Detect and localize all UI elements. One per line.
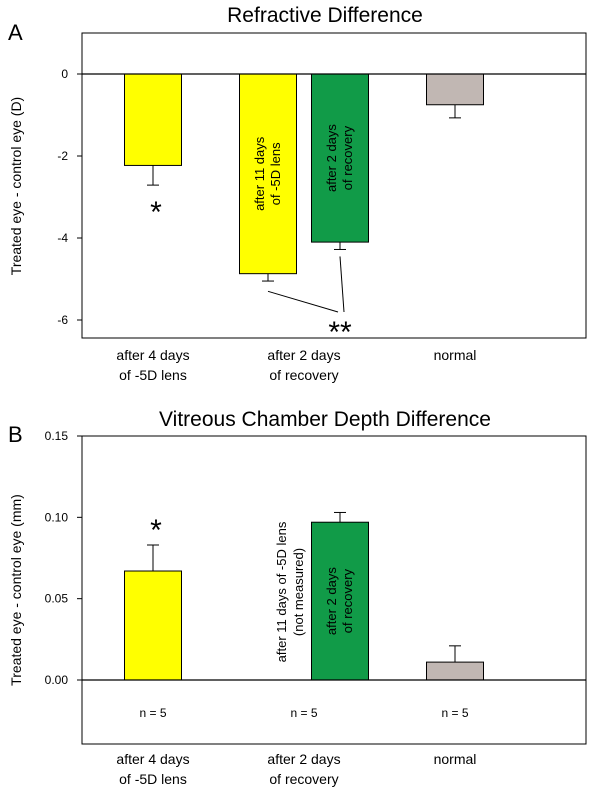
panel-b-bar xyxy=(124,570,182,681)
panel-a-bar xyxy=(426,73,484,106)
panel-a-category-label: after 4 days xyxy=(116,347,189,363)
panel-b-category-label: of -5D lens xyxy=(119,771,187,787)
panel-a-y-tick-label: -2 xyxy=(57,149,68,163)
panel-a-bar-label-line: of -5D lens xyxy=(268,142,283,205)
panel-b: B Vitreous Chamber Depth Difference Trea… xyxy=(8,408,587,787)
panel-a-bar-label-line: after 11 days xyxy=(252,136,267,211)
panel-a-significance-double-star: ** xyxy=(328,316,352,349)
panel-a-bracket-line xyxy=(267,290,339,313)
panel-b-category-label: normal xyxy=(434,751,477,767)
panel-b-y-axis-label: Treated eye - control eye (mm) xyxy=(8,494,24,686)
panel-b-y-tick-label: 0.05 xyxy=(45,592,69,606)
panel-b-bar xyxy=(311,521,369,681)
panel-b-y-tick-label: 0.10 xyxy=(45,510,69,524)
panel-a-bar xyxy=(124,73,182,166)
panel-b-bar-label-line: after 2 days xyxy=(324,567,339,635)
panel-b-y-tick-label: 0.15 xyxy=(45,429,69,443)
panel-a-category-label: of recovery xyxy=(269,367,338,383)
panel-b-plot-frame xyxy=(81,435,587,745)
panel-b-n-label: n = 5 xyxy=(139,706,166,720)
panel-a-y-axis-label: Treated eye - control eye (D) xyxy=(8,97,24,275)
panel-a-y-tick-label: -6 xyxy=(57,313,68,327)
panel-a-bracket-line xyxy=(339,256,345,313)
panel-a-title: Refractive Difference xyxy=(227,4,423,27)
panel-b-letter: B xyxy=(8,422,23,447)
panel-b-n-label: n = 5 xyxy=(290,706,317,720)
panel-a: A Refractive Difference Treated eye - co… xyxy=(8,4,587,383)
panel-a-y-tick-label: 0 xyxy=(61,67,68,81)
panel-a-category-label: after 2 days xyxy=(267,347,340,363)
panel-b-bar-label: after 2 daysof recovery xyxy=(324,567,355,635)
panel-a-category-label: of -5D lens xyxy=(119,367,187,383)
panel-a-bar-label-line: after 2 days xyxy=(324,124,339,192)
panel-b-bar xyxy=(426,661,484,681)
panel-b-n-label: n = 5 xyxy=(441,706,468,720)
panel-a-bar-label-line: of recovery xyxy=(340,125,355,190)
panel-b-category-label: of recovery xyxy=(269,771,338,787)
panel-b-not-measured-line: (not measured) xyxy=(291,548,306,636)
panel-a-plot-frame xyxy=(81,32,587,339)
panel-b-not-measured-label: after 11 days of -5D lens (not measured) xyxy=(274,521,306,662)
panel-a-category-label: normal xyxy=(434,347,477,363)
panel-b-category-label: after 4 days xyxy=(116,751,189,767)
panel-b-y-tick-label: 0.00 xyxy=(45,673,69,687)
panel-b-title: Vitreous Chamber Depth Difference xyxy=(159,408,491,431)
panel-a-y-tick-label: -4 xyxy=(57,231,68,245)
panel-a-letter: A xyxy=(8,20,23,45)
panel-b-significance-star: * xyxy=(150,514,162,547)
panel-a-significance-star: * xyxy=(150,196,162,229)
panel-b-category-label: after 2 days xyxy=(267,751,340,767)
panel-a-bar-label: after 11 daysof -5D lens xyxy=(252,136,283,211)
panel-a-bar-label: after 2 daysof recovery xyxy=(324,124,355,192)
panel-b-not-measured-line: after 11 days of -5D lens xyxy=(274,521,289,662)
panel-b-bar-label-line: of recovery xyxy=(340,568,355,633)
